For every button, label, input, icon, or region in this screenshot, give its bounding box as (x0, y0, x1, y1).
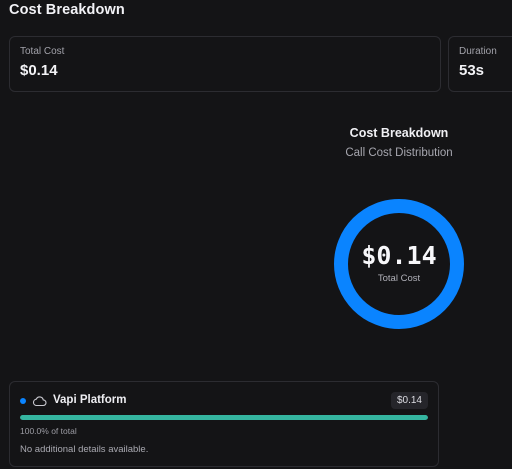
provider-cost-badge: $0.14 (390, 392, 428, 409)
duration-value: 53s (459, 62, 485, 79)
provider-name: Vapi Platform (53, 394, 127, 406)
total-cost-card: Total Cost $0.14 (9, 36, 441, 92)
provider-percent-text: 100.0% of total (20, 426, 77, 436)
duration-label: Duration (459, 46, 497, 57)
duration-card: Duration 53s (448, 36, 512, 92)
chart-title: Cost Breakdown (349, 126, 449, 140)
chart-subtitle: Call Cost Distribution (345, 147, 453, 159)
legend-dot-icon (20, 398, 26, 404)
total-cost-label: Total Cost (20, 46, 65, 57)
donut-svg (334, 199, 464, 329)
total-cost-value: $0.14 (20, 62, 58, 79)
provider-progress-fill (20, 415, 428, 420)
donut-center: $0.14 Total Cost (332, 197, 466, 331)
page-title: Cost Breakdown (9, 2, 125, 18)
donut-center-value: $0.14 (361, 240, 437, 270)
cost-donut-chart: $0.14 Total Cost (332, 197, 466, 331)
provider-card-vapi-platform[interactable]: Vapi Platform $0.14 100.0% of total No a… (9, 381, 439, 467)
provider-progress-bar (20, 415, 428, 420)
provider-detail-text: No additional details available. (20, 444, 149, 455)
cloud-icon (32, 394, 47, 407)
donut-center-label: Total Cost (377, 272, 421, 284)
donut-slice-vapi-platform[interactable] (334, 199, 464, 329)
